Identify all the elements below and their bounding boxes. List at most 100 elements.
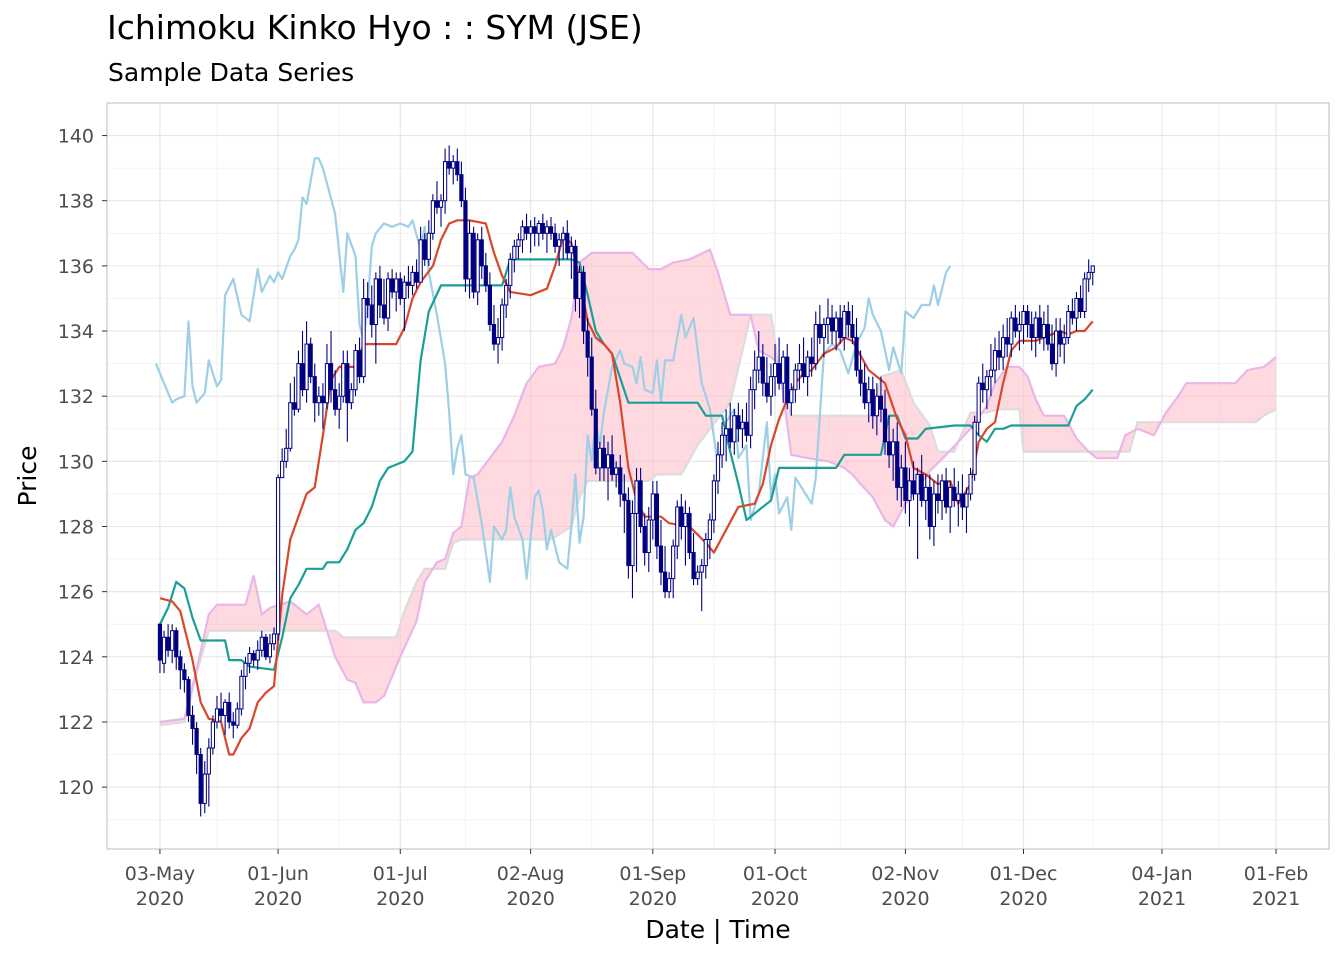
candle-body-up [772,363,778,378]
candle [324,344,330,410]
candle-body-up [442,161,448,202]
x-tick-year-label: 2020 [376,888,424,910]
candle-body-down [174,630,179,658]
candle [805,350,810,397]
x-tick-year-label: 2020 [999,888,1047,910]
candle [581,265,586,345]
candle-body-up [992,350,998,371]
candle [744,402,749,442]
candle [1025,304,1030,338]
candle [1049,324,1055,371]
candle-body-up [634,480,639,514]
candle [589,337,594,416]
candle [447,145,452,175]
candle-body-up [296,363,301,410]
candle-body-down [691,552,696,580]
candle [247,647,252,674]
candle [251,650,256,667]
candle [768,363,774,416]
candle [650,480,655,540]
candle [626,487,631,579]
candle [1021,304,1026,345]
candle [186,676,191,722]
candle [817,304,822,345]
candle-body-down [744,421,749,436]
candle [935,474,941,514]
candle [284,428,289,468]
candle [202,761,207,814]
x-tick-label: 01-Dec [990,863,1058,885]
candle-body-down [312,376,317,404]
candle [646,506,651,573]
candle-body-up [1021,310,1026,326]
candle [280,448,285,479]
candle-body-up [170,630,175,651]
candle [609,435,615,481]
candle [1058,318,1063,358]
candle [976,376,981,436]
candle [500,298,505,351]
x-tick-label: 01-Jul [373,863,428,885]
candle [349,383,354,410]
candle-body-down [785,356,790,404]
candle-body-up [438,200,444,208]
candle [736,402,741,442]
candle-body-up [475,239,480,293]
candle [866,376,871,423]
candle-body-up [842,310,847,339]
candle [891,428,896,481]
candle [732,409,737,455]
candle [536,220,541,247]
candle-body-up [402,281,407,299]
candle-body-down [345,363,350,404]
chart-subtitle: Sample Data Series [108,58,355,87]
candle-body-up [202,773,207,804]
senkou-span-a-line [159,248,1277,724]
candle-body-down [479,239,484,267]
candle [642,513,647,566]
candle [467,220,472,299]
candle [715,441,721,494]
candle [695,565,700,586]
candle-body-up [752,369,757,391]
candle [691,533,696,586]
y-tick-label: 138 [58,191,94,213]
candle [418,226,423,283]
candle [948,480,953,534]
candle-body-down [760,356,765,384]
candle-body-down [817,324,822,339]
candle-body-up [451,161,456,169]
candle-body-down [300,363,305,391]
x-axis: 03-May 2020 01-Jun 2020 01-Jul 2020 02-Aug 2020… [125,849,1308,910]
candle-body-down [565,232,570,254]
candle-body-up [695,571,700,580]
candle-body-up [161,636,167,664]
x-tick-label: 04-Jan [1131,863,1192,885]
panel-border [106,102,1330,850]
candle-body-up [280,460,285,479]
candle [565,220,570,260]
candle [679,493,684,540]
candle-body-up [891,441,896,456]
candle [939,474,945,520]
candle-body-up [255,649,260,661]
x-axis-title: Date | Time [645,915,790,944]
candle-body-down [1058,330,1063,345]
candle-body-down [487,284,492,326]
candle [1041,311,1046,351]
candle-body-up [520,226,525,241]
candle-body-down [227,701,232,723]
candle [161,630,167,674]
candle-body-up [210,721,216,749]
x-tick-label: 02-Aug [497,863,565,885]
candle-body-up [984,376,989,391]
x-tick-year-label: 2020 [506,888,554,910]
candle-body-up [797,363,802,371]
candle-body-up [1062,337,1067,345]
candle [426,220,431,266]
candle [170,624,175,664]
candle-body-up [748,389,753,436]
candle-body-up [732,415,737,443]
candle-body-down [463,200,468,280]
